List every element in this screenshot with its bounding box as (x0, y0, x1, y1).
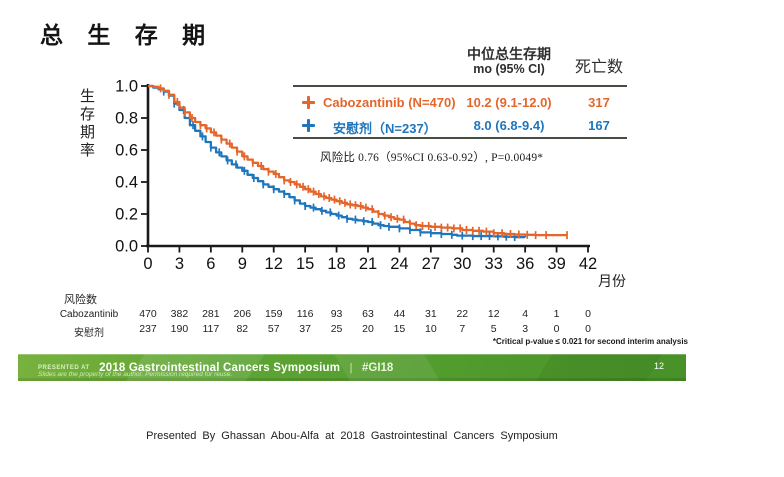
x-tick-label: 18 (327, 255, 345, 273)
deaths-value: 167 (588, 118, 610, 133)
risk-count: 93 (330, 308, 343, 320)
risk-count: 15 (393, 323, 406, 335)
x-tick-label: 42 (579, 255, 597, 273)
banner-title-line: PRESENTED AT 2018 Gastrointestinal Cance… (38, 358, 393, 376)
series-label: Cabozantinib (N=470) (323, 95, 456, 110)
risk-count: 0 (585, 323, 591, 335)
median-os-header-line2: mo (95% CI) (473, 62, 545, 76)
risk-count: 82 (236, 323, 249, 335)
y-axis-label: 生存期率 (78, 88, 95, 160)
x-tick-label: 27 (422, 255, 440, 273)
median-os-table: 中位总生存期 mo (95% CI) 死亡数 Cabozantinib (N=4… (293, 46, 627, 142)
x-tick-label: 12 (265, 255, 283, 273)
risk-count: 20 (362, 323, 374, 335)
risk-table-title: 风险数 (64, 294, 97, 306)
risk-count: 31 (425, 308, 437, 320)
table-rule-bottom (293, 137, 627, 139)
event-name: 2018 Gastrointestinal Cancers Symposium (99, 362, 341, 374)
hazard-ratio-text: 风险比 0.76（95%CI 0.63-0.92）, P=0.0049* (320, 152, 544, 164)
presented-at-label: PRESENTED AT (38, 365, 90, 371)
median-os-value: 10.2 (9.1-12.0) (466, 95, 552, 110)
y-tick-label: 0.4 (115, 174, 138, 192)
x-axis-label: 月份 (598, 273, 626, 289)
risk-count: 1 (553, 308, 560, 320)
table-rule-top (293, 85, 627, 87)
x-tick-label: 6 (206, 255, 215, 273)
risk-count: 190 (170, 323, 189, 335)
x-tick-label: 0 (143, 255, 152, 273)
x-tick-label: 9 (238, 255, 247, 273)
x-tick-label: 21 (359, 255, 377, 273)
risk-count: 63 (362, 308, 374, 320)
risk-count: 382 (170, 308, 189, 320)
x-tick-label: 15 (296, 255, 314, 273)
banner-separator: | (349, 362, 353, 374)
x-tick-label: 24 (390, 255, 408, 273)
risk-count: 10 (425, 323, 437, 335)
critical-pvalue-footnote: *Critical p-value ≤ 0.021 for second int… (492, 337, 688, 346)
page-title: 总 生 存 期 (40, 22, 215, 48)
x-tick-label: 33 (485, 255, 503, 273)
risk-count: 3 (522, 323, 529, 335)
risk-count: 5 (490, 323, 497, 335)
x-tick-label: 36 (516, 255, 534, 273)
survival-curve (148, 84, 568, 237)
slide-page-number: 12 (653, 361, 664, 371)
cabozantinib-plus-icon (302, 96, 315, 109)
table-row-cabozantinib: Cabozantinib (N=470) 10.2 (9.1-12.0) 317 (293, 92, 627, 114)
risk-count: 159 (264, 308, 283, 320)
median-os-header: 中位总生存期 mo (95% CI) (445, 46, 573, 76)
risk-row-label-cabozantinib: Cabozantinib (59, 309, 119, 320)
risk-count: 206 (233, 308, 252, 320)
risk-count: 7 (459, 323, 466, 335)
banner-motif (520, 354, 666, 381)
risk-count: 0 (585, 308, 591, 320)
deaths-value: 317 (588, 95, 610, 110)
risk-count: 0 (553, 323, 560, 335)
risk-count: 12 (487, 308, 500, 320)
risk-count: 22 (456, 308, 469, 320)
risk-count: 117 (202, 323, 220, 335)
risk-count: 4 (522, 308, 529, 320)
risk-count: 237 (139, 323, 157, 335)
deaths-header: 死亡数 (574, 59, 623, 76)
risk-count: 25 (330, 323, 343, 335)
banner-copyright-text: Slides are the property of the author. P… (38, 371, 233, 378)
series-label: 安慰剂（N=237） (333, 121, 437, 136)
risk-count: 470 (139, 308, 157, 320)
risk-count: 57 (267, 323, 280, 335)
risk-row-label-placebo: 安慰剂 (74, 328, 104, 339)
table-row-placebo: 安慰剂（N=237） 8.0 (6.8-9.4) 167 (293, 115, 627, 137)
y-tick-label: 0.6 (115, 142, 138, 160)
y-tick-label: 0.0 (115, 238, 138, 256)
risk-count: 44 (393, 308, 406, 320)
y-tick-label: 0.8 (115, 110, 138, 128)
risk-count: 37 (299, 323, 311, 335)
placebo-plus-icon (302, 119, 315, 132)
median-os-header-line1: 中位总生存期 (467, 46, 551, 62)
risk-count: 281 (202, 308, 220, 320)
event-hashtag: #GI18 (361, 362, 394, 374)
y-tick-label: 1.0 (115, 78, 138, 96)
x-tick-label: 30 (453, 255, 471, 273)
y-tick-label: 0.2 (115, 206, 138, 224)
x-tick-label: 3 (175, 255, 184, 273)
symposium-banner: PRESENTED AT 2018 Gastrointestinal Cance… (18, 354, 686, 381)
x-tick-label: 39 (547, 255, 565, 273)
presenter-caption: Presented By Ghassan Abou-Alfa at 2018 G… (146, 430, 558, 442)
risk-count: 116 (296, 308, 314, 320)
median-os-value: 8.0 (6.8-9.4) (473, 118, 545, 133)
